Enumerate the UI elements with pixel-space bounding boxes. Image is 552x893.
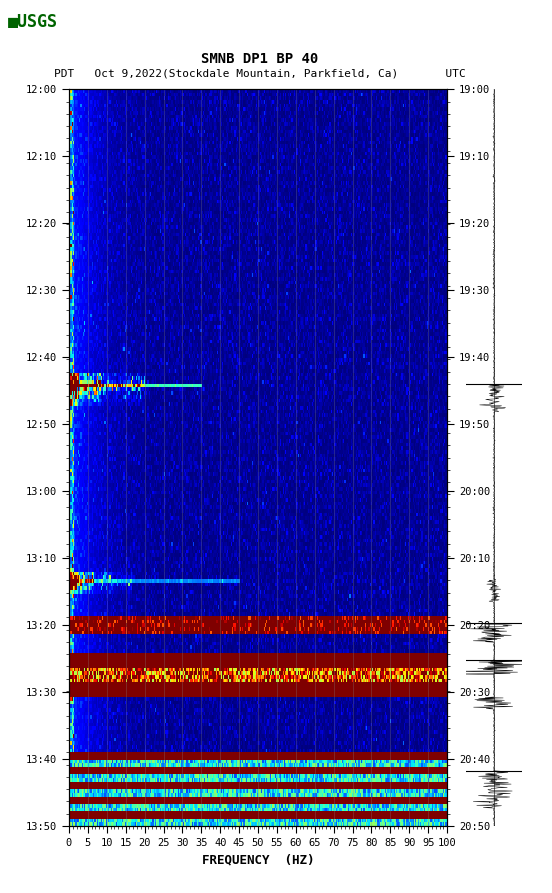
X-axis label: FREQUENCY  (HZ): FREQUENCY (HZ) — [202, 854, 314, 866]
Text: ■USGS: ■USGS — [8, 13, 59, 31]
Text: SMNB DP1 BP 40: SMNB DP1 BP 40 — [201, 52, 318, 66]
Text: PDT   Oct 9,2022(Stockdale Mountain, Parkfield, Ca)       UTC: PDT Oct 9,2022(Stockdale Mountain, Parkf… — [54, 68, 465, 79]
